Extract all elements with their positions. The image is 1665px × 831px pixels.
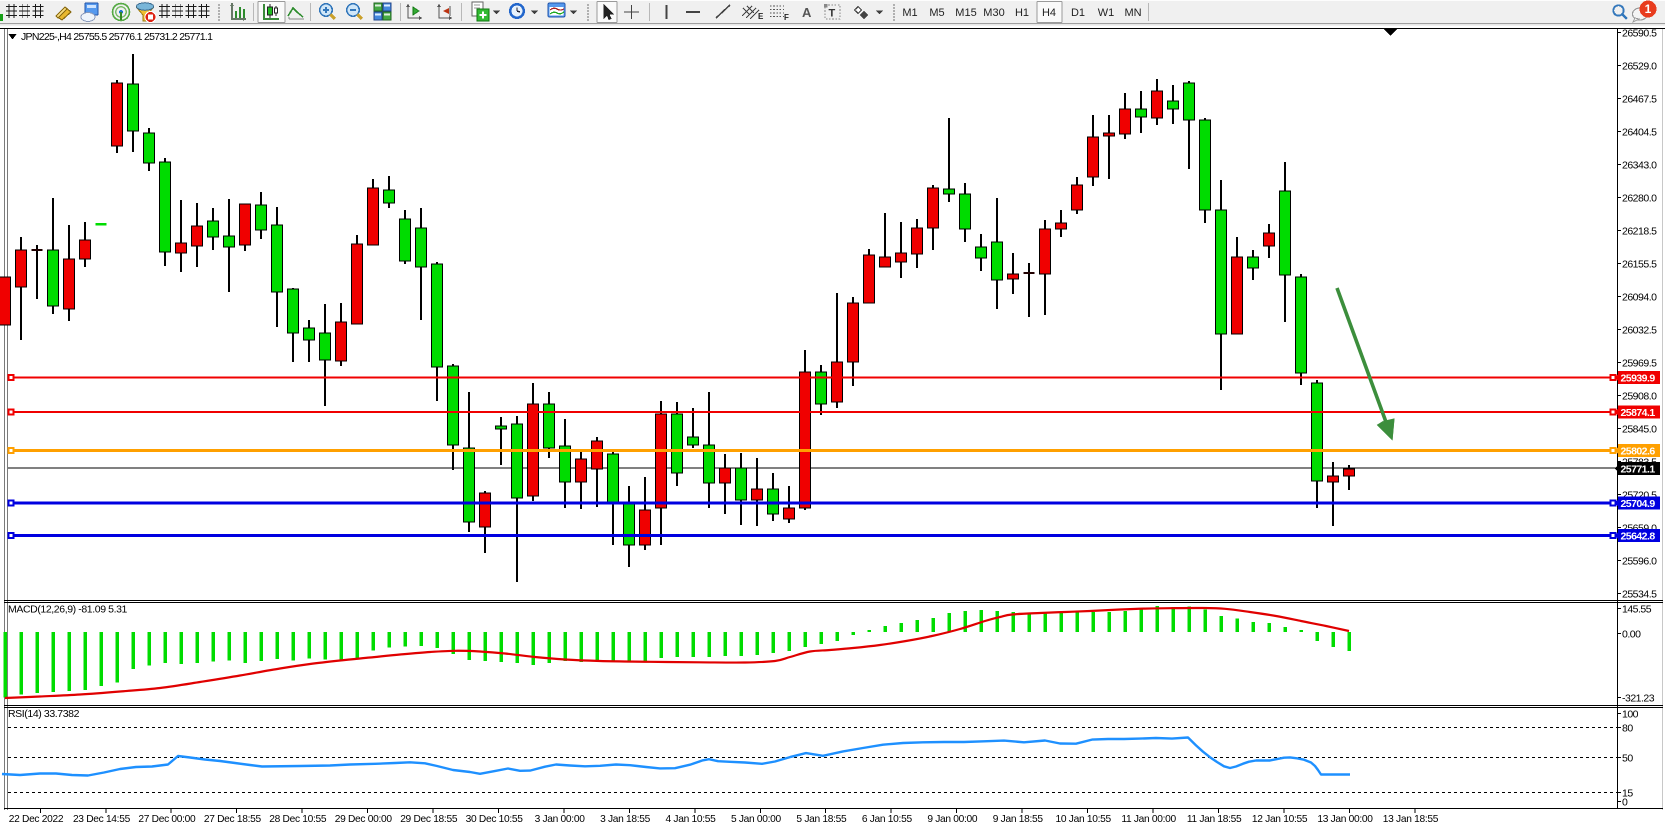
svg-text:W1: W1 xyxy=(1098,7,1115,19)
svg-text:26280.0: 26280.0 xyxy=(1622,192,1657,204)
svg-text:80: 80 xyxy=(1622,722,1633,734)
svg-text:3 Jan 00:00: 3 Jan 00:00 xyxy=(535,814,586,825)
svg-text:26404.5: 26404.5 xyxy=(1622,126,1657,138)
svg-text:MACD(12,26,9) -81.09 5.31: MACD(12,26,9) -81.09 5.31 xyxy=(8,604,128,616)
svg-text:25939.9: 25939.9 xyxy=(1621,373,1656,385)
svg-text:JPN225-,H4 25755.5 25776.1 25: JPN225-,H4 25755.5 25776.1 25731.2 25771… xyxy=(21,31,213,43)
svg-text:5 Jan 18:55: 5 Jan 18:55 xyxy=(796,814,847,825)
svg-text:29 Dec 18:55: 29 Dec 18:55 xyxy=(400,814,458,825)
svg-text:11 Jan 00:00: 11 Jan 00:00 xyxy=(1121,814,1176,825)
svg-text:13 Jan 18:55: 13 Jan 18:55 xyxy=(1383,814,1439,825)
svg-text:15: 15 xyxy=(1622,787,1633,799)
svg-text:MN: MN xyxy=(1124,7,1141,19)
svg-text:A: A xyxy=(802,5,812,20)
svg-text:T: T xyxy=(829,8,836,20)
svg-text:26155.5: 26155.5 xyxy=(1622,258,1657,270)
svg-text:26032.5: 26032.5 xyxy=(1622,324,1657,336)
svg-text:3 Jan 18:55: 3 Jan 18:55 xyxy=(600,814,651,825)
svg-text:M5: M5 xyxy=(929,7,944,19)
svg-text:22 Dec 2022: 22 Dec 2022 xyxy=(9,814,64,825)
svg-text:25771.1: 25771.1 xyxy=(1621,464,1656,476)
svg-text:M1: M1 xyxy=(902,7,917,19)
svg-text:25845.0: 25845.0 xyxy=(1622,423,1657,435)
svg-text:28 Dec 10:55: 28 Dec 10:55 xyxy=(269,814,327,825)
svg-text:145.55: 145.55 xyxy=(1622,603,1652,615)
svg-text:25596.0: 25596.0 xyxy=(1622,555,1657,567)
svg-text:27 Dec 00:00: 27 Dec 00:00 xyxy=(138,814,196,825)
svg-text:4 Jan 10:55: 4 Jan 10:55 xyxy=(666,814,717,825)
svg-text:0: 0 xyxy=(1622,796,1628,808)
svg-text:0.00: 0.00 xyxy=(1622,628,1641,640)
svg-text:E: E xyxy=(758,12,764,21)
svg-text:10 Jan 10:55: 10 Jan 10:55 xyxy=(1056,814,1112,825)
svg-text:9 Jan 18:55: 9 Jan 18:55 xyxy=(993,814,1044,825)
svg-text:13 Jan 00:00: 13 Jan 00:00 xyxy=(1317,814,1373,825)
svg-text:23 Dec 14:55: 23 Dec 14:55 xyxy=(73,814,131,825)
svg-text:6 Jan 10:55: 6 Jan 10:55 xyxy=(862,814,913,825)
svg-text:27 Dec 18:55: 27 Dec 18:55 xyxy=(204,814,262,825)
svg-text:29 Dec 00:00: 29 Dec 00:00 xyxy=(335,814,393,825)
svg-text:H4: H4 xyxy=(1042,7,1056,19)
svg-text:12 Jan 10:55: 12 Jan 10:55 xyxy=(1252,814,1308,825)
svg-text:26529.0: 26529.0 xyxy=(1622,60,1657,72)
svg-text:1: 1 xyxy=(1645,2,1652,16)
svg-text:100: 100 xyxy=(1622,708,1639,720)
svg-text:26094.0: 26094.0 xyxy=(1622,291,1657,303)
svg-text:30 Dec 10:55: 30 Dec 10:55 xyxy=(466,814,524,825)
svg-text:26467.5: 26467.5 xyxy=(1622,93,1657,105)
svg-text:25704.9: 25704.9 xyxy=(1621,498,1656,510)
svg-text:-321.23: -321.23 xyxy=(1622,692,1655,704)
svg-text:26218.5: 26218.5 xyxy=(1622,225,1657,237)
svg-text:H1: H1 xyxy=(1015,7,1029,19)
svg-text:25874.1: 25874.1 xyxy=(1621,407,1656,419)
svg-text:26590.5: 26590.5 xyxy=(1622,27,1657,39)
svg-text:RSI(14) 33.7382: RSI(14) 33.7382 xyxy=(8,708,80,720)
svg-text:26343.0: 26343.0 xyxy=(1622,159,1657,171)
svg-text:F: F xyxy=(784,13,789,22)
svg-text:D1: D1 xyxy=(1071,7,1085,19)
svg-text:5 Jan 00:00: 5 Jan 00:00 xyxy=(731,814,782,825)
svg-text:25908.0: 25908.0 xyxy=(1622,390,1657,402)
svg-text:M15: M15 xyxy=(955,7,976,19)
svg-text:25969.5: 25969.5 xyxy=(1622,357,1657,369)
svg-text:25642.8: 25642.8 xyxy=(1621,531,1656,543)
svg-text:M30: M30 xyxy=(983,7,1004,19)
svg-text:25534.5: 25534.5 xyxy=(1622,588,1657,600)
svg-text:11 Jan 18:55: 11 Jan 18:55 xyxy=(1187,814,1242,825)
svg-text:25802.6: 25802.6 xyxy=(1621,446,1656,458)
svg-text:50: 50 xyxy=(1622,752,1633,764)
svg-text:9 Jan 00:00: 9 Jan 00:00 xyxy=(927,814,978,825)
